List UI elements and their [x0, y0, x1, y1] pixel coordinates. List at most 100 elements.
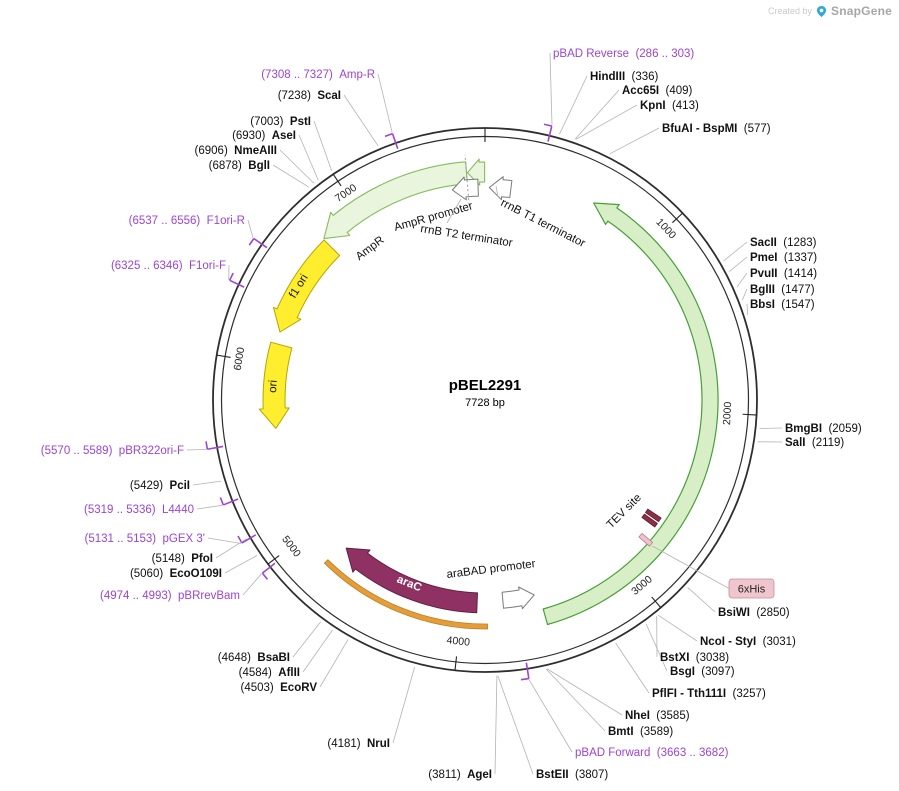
scale-tick-label: 4000	[446, 634, 471, 649]
enzyme-label-leader	[494, 675, 498, 775]
enzyme-label-leader	[736, 272, 748, 288]
backbone-outer-circle	[212, 127, 758, 673]
arac-arrow	[345, 547, 478, 614]
ampr-arrow	[323, 161, 468, 240]
primer-label: (5570 .. 5589) pBR322ori-F	[41, 445, 184, 457]
6xhis-leader	[652, 545, 730, 589]
scale-tick-label: 6000	[232, 346, 248, 371]
primer-site-tick-foot	[228, 272, 234, 281]
enzyme-label-leader	[392, 666, 416, 744]
feature-float-label: araBAD promoter	[446, 558, 536, 581]
enzyme-label: SacII (1283)	[750, 237, 817, 249]
primer-label: (5131 .. 5153) pGEX 3'	[85, 533, 205, 545]
primer-label-leader	[207, 537, 242, 544]
primer-site-tick	[525, 662, 530, 679]
scale-tick	[672, 212, 684, 224]
enzyme-label: (5429) PciI	[130, 480, 190, 492]
primer-label: (5319 .. 5336) L4440	[84, 504, 194, 516]
primer-site-tick	[261, 562, 276, 574]
primer-label: (4974 .. 4993) pBRrevBam	[100, 590, 240, 602]
primer-label-leader	[186, 449, 207, 451]
enzyme-label-leader	[319, 639, 349, 688]
enzyme-label: PmeI (1337)	[750, 252, 817, 264]
primer-site-tick	[241, 534, 257, 544]
enzyme-label: HindIII (336)	[590, 71, 659, 83]
enzyme-label-leader	[302, 629, 333, 673]
backbone-inner-circle	[220, 135, 750, 665]
primer-label-leader	[549, 52, 553, 126]
primer-label: (6325 .. 6346) F1ori-F	[111, 260, 226, 272]
enzyme-label: (4503) EcoRV	[241, 682, 318, 694]
enzyme-label: BbsI (1547)	[750, 299, 815, 311]
arabad-promoter-arrow	[501, 586, 535, 610]
enzyme-label: (4648) BsaBI	[218, 652, 290, 664]
enzyme-label: KpnI (413)	[640, 100, 699, 112]
rrnb-t1-terminator-arrow	[488, 176, 513, 201]
feature-label-leader	[446, 198, 462, 224]
enzyme-label: BmtI (3589)	[608, 726, 673, 738]
scale-tick	[267, 555, 280, 565]
enzyme-label: PflFI - Tth111I (3257)	[652, 688, 766, 700]
primer-label-leader	[377, 73, 393, 133]
tev-site-mark	[645, 508, 662, 523]
snapgene-logo-icon	[816, 5, 827, 17]
primer-site-tick-foot	[520, 677, 529, 681]
enzyme-label-leader	[298, 134, 319, 181]
primer-label: (7308 .. 7327) Amp-R	[261, 69, 375, 81]
primer-label-leader	[528, 679, 573, 753]
primer-site-tick	[222, 498, 239, 506]
primer-label: pBAD Forward (3663 .. 3682)	[575, 747, 729, 759]
enzyme-label: BsgI (3097)	[670, 666, 735, 678]
feature-label-leader	[495, 185, 499, 198]
primer-site-tick	[547, 125, 553, 142]
scale-tick	[332, 173, 342, 187]
enzyme-label: (4584) AflII	[239, 667, 300, 679]
enzyme-label-leader	[729, 256, 748, 272]
enzyme-label: BfuAI - BspMI (577)	[662, 123, 771, 135]
primer-label: pBAD Reverse (286 .. 303)	[553, 48, 694, 60]
enzyme-label: BstXI (3038)	[660, 652, 729, 664]
enzyme-label: (7003) PstI	[250, 116, 311, 128]
enzyme-label-leader	[545, 668, 606, 732]
enzyme-label: (4181) NruI	[327, 738, 390, 750]
enzyme-label-leader	[192, 480, 222, 486]
primer-site-tick-foot	[261, 572, 269, 580]
enzyme-label: PvuII (1414)	[750, 268, 817, 280]
enzyme-label-leader	[723, 241, 748, 262]
feature-float-label: rrnB T2 terminator	[420, 223, 514, 249]
enzyme-label: BglII (1477)	[750, 284, 815, 296]
enzyme-label-leader	[272, 164, 310, 188]
watermark: Created by SnapGene	[768, 4, 892, 18]
primer-site-tick-foot	[219, 497, 225, 506]
enzyme-label: NcoI - StyI (3031)	[700, 636, 796, 648]
enzyme-label-leader	[575, 104, 638, 140]
f1-ori-arrow	[272, 239, 341, 333]
scale-tick	[651, 596, 662, 609]
primer-label-leader	[196, 504, 223, 510]
enzyme-label: (6906) NmeAIII	[195, 145, 277, 157]
enzyme-label-leader	[292, 621, 322, 658]
6xhis-badge	[728, 578, 775, 599]
primer-label-leader	[242, 573, 262, 596]
feature-arc-label: ori	[267, 380, 280, 394]
enzyme-label-leader	[687, 587, 716, 613]
primer-site-tick	[229, 279, 245, 288]
6xhis-site-mark	[638, 533, 654, 547]
orange-arc-feature	[324, 559, 488, 630]
orf-arrow	[542, 202, 719, 626]
tev-site-mark	[641, 513, 658, 528]
6xhis-badge-label: 6xHis	[738, 584, 766, 596]
primer-label-leader	[247, 219, 254, 239]
scale-tick	[742, 413, 758, 416]
enzyme-label-leader	[224, 555, 258, 574]
enzyme-label-leader	[657, 614, 698, 642]
enzyme-label-leader	[343, 94, 379, 146]
enzyme-label: BmgBI (2059)	[785, 423, 862, 435]
feature-arc-label: AmpR	[354, 234, 387, 263]
enzyme-label: (7238) ScaI	[278, 90, 341, 102]
ori-arrow	[258, 341, 293, 429]
enzyme-label-leader	[313, 120, 332, 171]
enzyme-label: BstEII (3807)	[536, 769, 608, 781]
enzyme-label-leader	[741, 288, 748, 301]
